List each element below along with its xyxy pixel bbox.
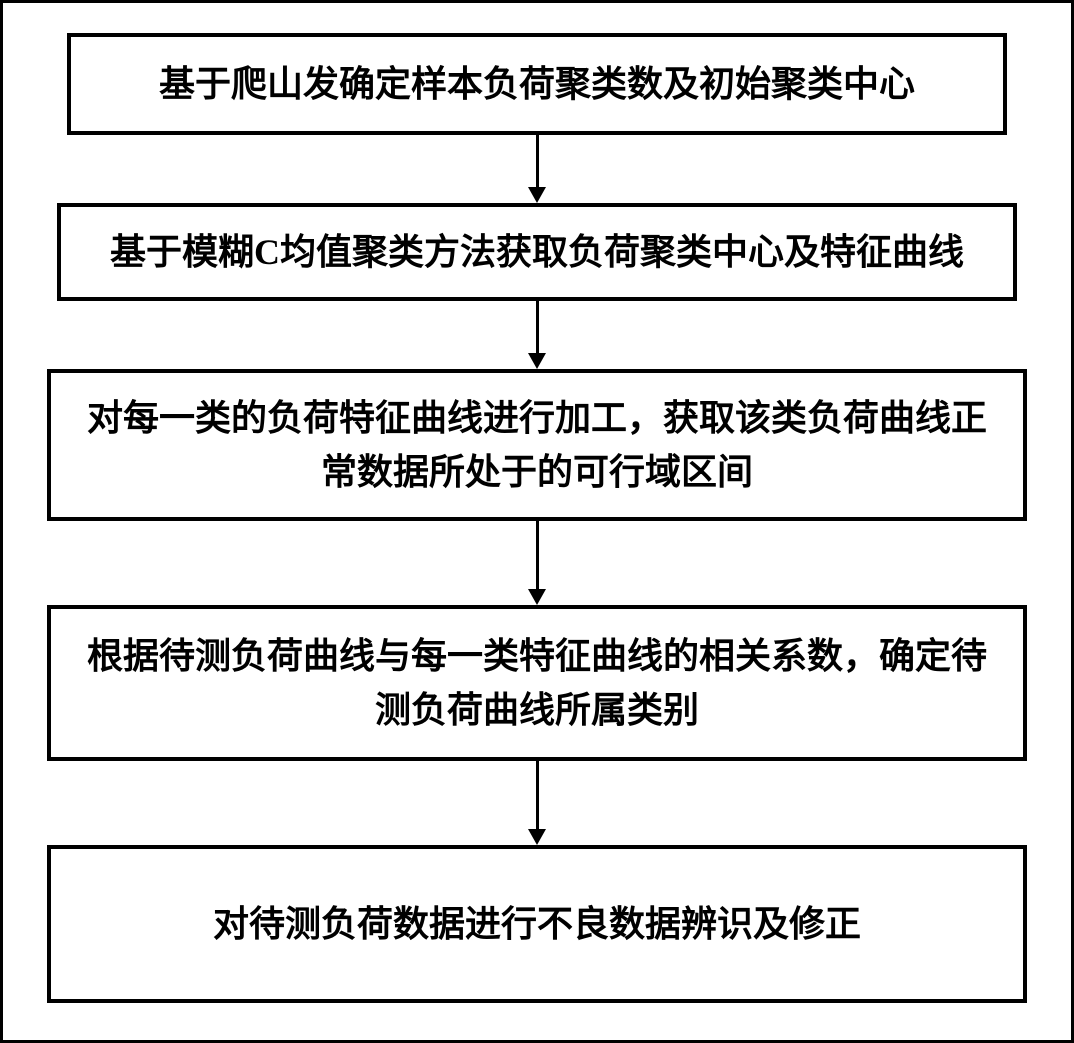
arrow-line	[536, 521, 539, 589]
flowchart-step-5: 对待测负荷数据进行不良数据辨识及修正	[47, 845, 1027, 1003]
flowchart-step-4: 根据待测负荷曲线与每一类特征曲线的相关系数，确定待测负荷曲线所属类别	[47, 605, 1027, 761]
step-3-label: 对每一类的负荷特征曲线进行加工，获取该类负荷曲线正常数据所处于的可行域区间	[87, 398, 987, 492]
arrow-head-icon	[528, 187, 546, 203]
step-4-label: 根据待测负荷曲线与每一类特征曲线的相关系数，确定待测负荷曲线所属类别	[87, 636, 987, 730]
arrow-line	[536, 135, 539, 187]
arrow-head-icon	[528, 829, 546, 845]
arrow-line	[536, 761, 539, 829]
flowchart-container: 基于爬山发确定样本负荷聚类数及初始聚类中心 基于模糊C均值聚类方法获取负荷聚类中…	[23, 33, 1051, 1003]
arrow-head-icon	[528, 353, 546, 369]
flowchart-step-3: 对每一类的负荷特征曲线进行加工，获取该类负荷曲线正常数据所处于的可行域区间	[47, 369, 1027, 521]
arrow-4	[528, 761, 546, 845]
arrow-head-icon	[528, 589, 546, 605]
arrow-3	[528, 521, 546, 605]
arrow-2	[528, 301, 546, 369]
arrow-line	[536, 301, 539, 353]
step-1-label: 基于爬山发确定样本负荷聚类数及初始聚类中心	[159, 64, 915, 104]
arrow-1	[528, 135, 546, 203]
flowchart-step-1: 基于爬山发确定样本负荷聚类数及初始聚类中心	[67, 33, 1007, 135]
step-2-label: 基于模糊C均值聚类方法获取负荷聚类中心及特征曲线	[110, 232, 964, 272]
step-5-label: 对待测负荷数据进行不良数据辨识及修正	[213, 904, 861, 944]
flowchart-step-2: 基于模糊C均值聚类方法获取负荷聚类中心及特征曲线	[57, 203, 1017, 301]
